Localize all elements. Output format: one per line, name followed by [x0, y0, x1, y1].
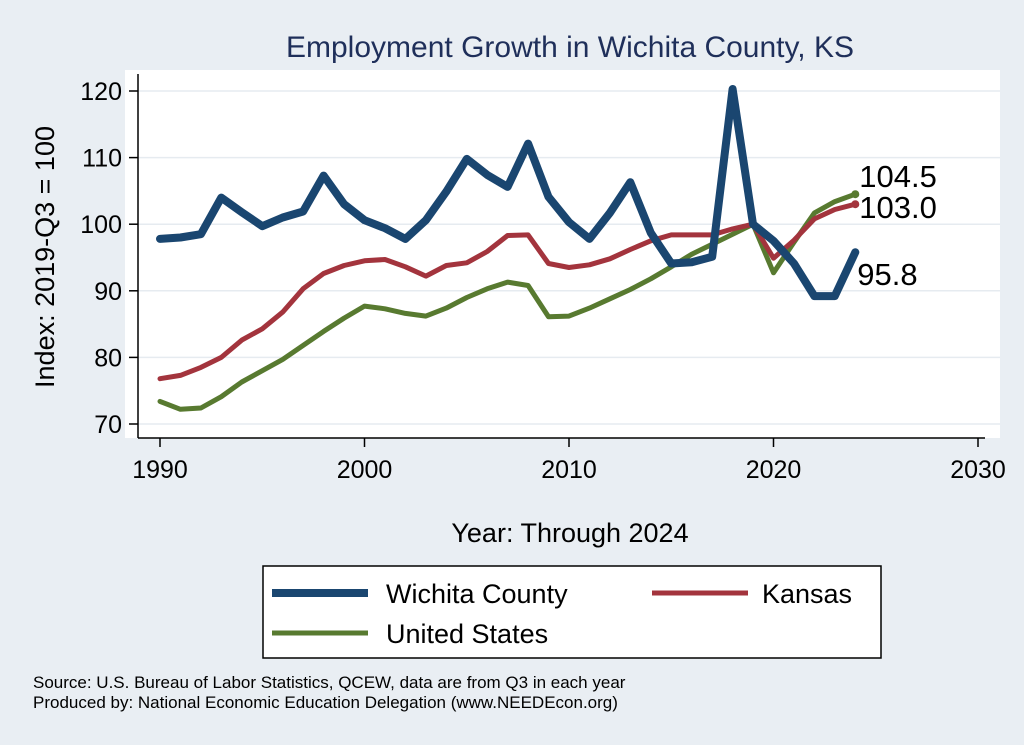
- y-tick-label: 80: [94, 344, 122, 372]
- series-end-marker-kansas: [851, 200, 860, 209]
- x-tick-label: 2020: [746, 456, 802, 484]
- y-axis-title: Index: 2019-Q3 = 100: [30, 126, 60, 388]
- y-tick-label: 120: [80, 78, 122, 106]
- end-label-united-states: 104.5: [859, 159, 937, 194]
- legend-label-us: United States: [386, 619, 548, 649]
- legend-label-wichita: Wichita County: [386, 579, 568, 609]
- x-tick-label: 2000: [337, 456, 393, 484]
- plot-area: [125, 70, 1000, 438]
- legend: Wichita County Kansas United States: [262, 565, 882, 659]
- legend-box: [262, 565, 882, 659]
- y-tick-label: 110: [82, 145, 122, 173]
- end-label-kansas: 103.0: [859, 190, 937, 225]
- producer-note: Produced by: National Economic Education…: [33, 693, 618, 712]
- y-axis-ticks: 70 80 90 100 110 120: [80, 78, 138, 439]
- data-series: [156, 85, 860, 412]
- x-axis-ticks: 1990 2000 2010 2020 2030: [132, 438, 1006, 484]
- x-tick-label: 2010: [541, 456, 597, 484]
- x-tick-label: 1990: [132, 456, 188, 484]
- source-note: Source: U.S. Bureau of Labor Statistics,…: [33, 673, 626, 692]
- series-line-united-states: [157, 191, 858, 412]
- legend-label-kansas: Kansas: [762, 579, 852, 609]
- end-label-wichita-county: 95.8: [857, 257, 917, 292]
- x-tick-label: 2030: [950, 456, 1006, 484]
- y-tick-label: 90: [94, 278, 122, 306]
- series-line-wichita-county: [156, 85, 860, 301]
- y-tick-label: 100: [80, 211, 122, 239]
- series-line-kansas: [157, 201, 858, 382]
- x-axis-title: Year: Through 2024: [451, 518, 688, 548]
- y-tick-label: 70: [94, 411, 122, 439]
- series-end-marker-united-states: [851, 190, 860, 199]
- chart-title: Employment Growth in Wichita County, KS: [286, 31, 854, 64]
